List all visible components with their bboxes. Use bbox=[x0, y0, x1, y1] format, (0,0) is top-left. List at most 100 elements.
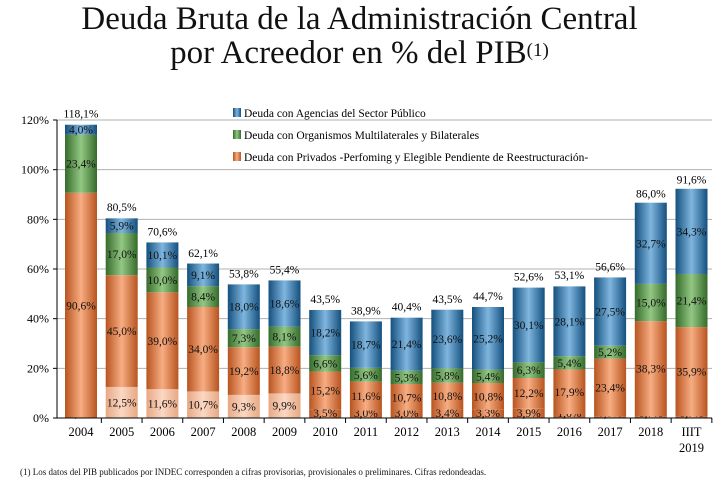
data-label: 12,2% bbox=[514, 388, 544, 400]
x-tick-label: 2012 bbox=[394, 425, 419, 439]
data-label: 28,1% bbox=[555, 316, 585, 328]
data-label: 8,4% bbox=[191, 292, 215, 304]
data-label: 23,4% bbox=[66, 159, 96, 171]
data-label: 9,1% bbox=[191, 270, 215, 282]
data-label: 38,3% bbox=[636, 364, 666, 376]
data-label: 10,0% bbox=[148, 275, 178, 287]
bar-segment-blue bbox=[431, 309, 464, 369]
bar-segment-light bbox=[431, 409, 464, 418]
data-label: 25,2% bbox=[473, 333, 503, 345]
bar-segment-blue bbox=[472, 306, 504, 370]
bar-segment-light bbox=[675, 416, 708, 418]
legend-swatch-orange bbox=[233, 152, 241, 161]
bar-segment-green bbox=[227, 329, 260, 348]
bar-segment-orange bbox=[553, 369, 586, 415]
bar-segment-blue bbox=[146, 242, 179, 268]
total-label: 118,1% bbox=[63, 109, 98, 121]
data-label: 4,0% bbox=[69, 125, 93, 137]
bar-segment-orange bbox=[65, 192, 97, 418]
data-label: 11,6% bbox=[148, 399, 178, 411]
data-label: 6,6% bbox=[313, 358, 337, 370]
data-label: 34,0% bbox=[188, 344, 218, 356]
x-tick-label: 2015 bbox=[516, 425, 541, 439]
total-label: 55,4% bbox=[270, 264, 300, 276]
legend: Deuda con Agencias del Sector Público Deu… bbox=[233, 108, 588, 164]
bar-segment-orange bbox=[634, 321, 667, 417]
bar-segment-blue bbox=[675, 188, 708, 274]
data-label: 9,3% bbox=[232, 401, 256, 413]
legend-label: Deuda con Organismos Multilaterales y Bi… bbox=[244, 130, 480, 142]
bar-segment-blue bbox=[634, 202, 667, 284]
bar-segment-green bbox=[105, 232, 138, 276]
data-label: 18,0% bbox=[229, 302, 259, 314]
bar-segment-green bbox=[146, 267, 179, 293]
x-tick-label: 2005 bbox=[109, 425, 134, 439]
bar-segment-blue bbox=[227, 284, 260, 330]
bar-segment-light bbox=[187, 391, 220, 418]
x-tick-label: 2010 bbox=[313, 425, 338, 439]
bar-segment-orange bbox=[146, 292, 179, 390]
bar-segment-green bbox=[431, 368, 464, 383]
total-label: 80,5% bbox=[107, 202, 137, 214]
x-tick-label: 2009 bbox=[272, 425, 297, 439]
total-label: 62,1% bbox=[188, 248, 218, 260]
bar-segment-green bbox=[349, 367, 382, 382]
data-label: 15,2% bbox=[310, 385, 340, 397]
data-label: 5,3% bbox=[395, 372, 419, 384]
data-label: 10,7% bbox=[392, 392, 422, 404]
data-label: 21,4% bbox=[677, 296, 707, 308]
data-label: 17,9% bbox=[555, 387, 585, 399]
bar-segment-green bbox=[634, 283, 667, 322]
bar-segment-green bbox=[268, 326, 301, 347]
bar-segment-orange bbox=[105, 275, 138, 387]
bar-segment-light bbox=[594, 416, 627, 418]
x-tick-label: 2007 bbox=[191, 425, 216, 439]
bar-segment-orange bbox=[594, 358, 627, 417]
bar-segment-blue bbox=[349, 321, 382, 368]
bar-segment-orange bbox=[675, 327, 708, 417]
y-tick-label: 100% bbox=[21, 163, 49, 177]
data-label: 10,1% bbox=[148, 250, 178, 262]
data-label: 5,8% bbox=[435, 371, 459, 383]
data-label: 19,2% bbox=[229, 366, 259, 378]
bar-segment-light bbox=[390, 410, 423, 418]
data-label: 5,4% bbox=[476, 371, 500, 383]
data-label: 6,3% bbox=[517, 365, 541, 377]
data-label: 3,0% bbox=[395, 408, 419, 420]
bar-segment-light bbox=[105, 386, 138, 418]
y-tick-label: 80% bbox=[27, 212, 49, 226]
bar-segment-light bbox=[472, 409, 504, 418]
bar-segment-green bbox=[390, 370, 423, 384]
bar-segment-blue bbox=[594, 277, 627, 346]
bar-segment-orange bbox=[431, 382, 464, 410]
footnote: (1) Los datos del PIB publicados por IND… bbox=[20, 467, 487, 477]
data-label: 30,1% bbox=[514, 320, 544, 332]
total-label: 53,8% bbox=[229, 268, 259, 280]
data-label: 12,5% bbox=[107, 397, 137, 409]
y-tick-label: 40% bbox=[27, 312, 49, 326]
data-label: 5,2% bbox=[598, 347, 622, 359]
x-tick-label: 2019 bbox=[679, 441, 704, 455]
bar-segment-light bbox=[349, 410, 382, 418]
bar-segment-blue bbox=[309, 309, 342, 356]
chart-title-line1: Deuda Bruta de la Administración Central bbox=[81, 1, 638, 37]
data-label: 21,4% bbox=[392, 339, 422, 351]
y-tick-label: 60% bbox=[27, 262, 49, 276]
bar-segment-green bbox=[472, 369, 504, 383]
total-label: 56,6% bbox=[595, 261, 625, 273]
total-label: 40,4% bbox=[392, 302, 422, 314]
y-tick-label: 20% bbox=[27, 361, 49, 375]
total-label: 70,6% bbox=[148, 227, 178, 239]
data-label: 27,5% bbox=[595, 307, 625, 319]
data-label: 39,0% bbox=[148, 336, 178, 348]
bar-segment-orange bbox=[187, 306, 220, 392]
y-tick-label: 120% bbox=[21, 113, 49, 127]
data-label: 18,2% bbox=[310, 328, 340, 340]
data-label: 18,8% bbox=[270, 365, 300, 377]
bar-segment-blue bbox=[268, 280, 301, 327]
bar-segment-blue bbox=[390, 317, 423, 371]
bar-segment-orange bbox=[268, 346, 301, 394]
bar-segment-orange bbox=[512, 378, 545, 409]
bar-segment-light bbox=[309, 409, 342, 418]
